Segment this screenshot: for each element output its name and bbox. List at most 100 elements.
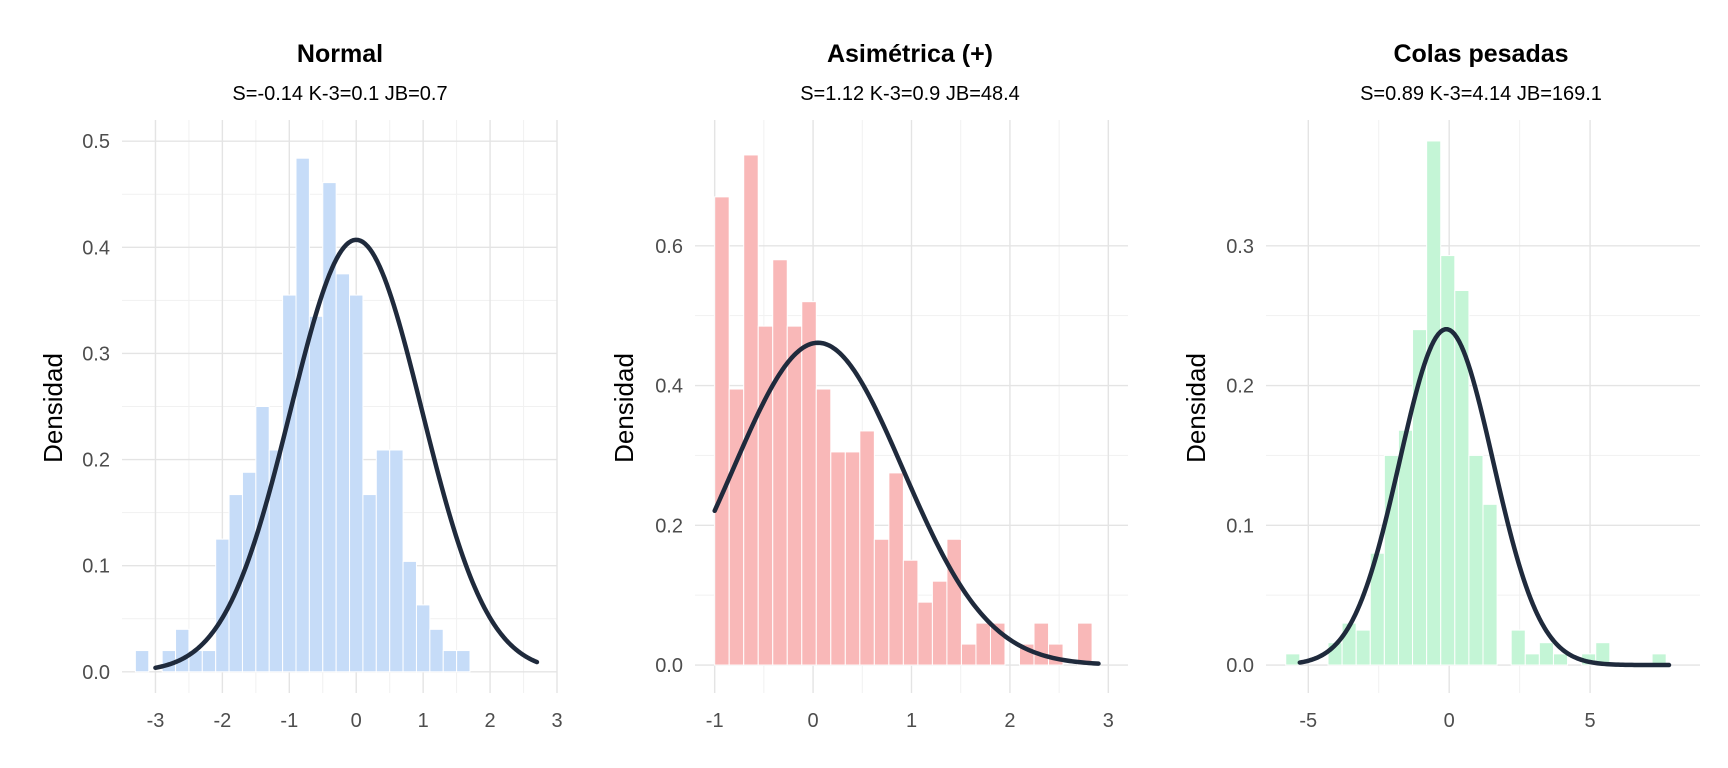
histogram-bar <box>1524 653 1540 666</box>
histogram-bar <box>282 294 297 673</box>
histogram-bar <box>859 430 875 666</box>
histogram-bar <box>772 259 788 666</box>
histogram-bar <box>1552 653 1569 666</box>
y-tick-label: 0.1 <box>1226 515 1254 537</box>
tick-labels: -3 -2 -1 0 1 2 3 0.0 0.1 0.2 0.3 0.4 0.5 <box>82 131 562 732</box>
histogram-bar <box>1077 622 1093 666</box>
normal-density-curve <box>153 237 540 671</box>
y-tick-label: 0.3 <box>1226 236 1254 258</box>
plot-area: -3 -2 -1 0 1 2 3 0.0 0.1 0.2 0.3 0.4 0.5 <box>82 120 563 732</box>
y-tick-label: 0.0 <box>1226 655 1254 677</box>
panel-subtitle: S=0.89 K-3=4.14 JB=169.1 <box>1360 83 1602 105</box>
x-tick-label: 0 <box>808 710 819 732</box>
histogram-bar <box>335 273 351 673</box>
y-tick-label: 0.6 <box>655 236 683 258</box>
histogram-bar <box>1426 140 1442 666</box>
x-tick-label: 0 <box>351 710 362 732</box>
histogram-bar <box>1048 643 1064 666</box>
x-tick-label: 2 <box>485 710 496 732</box>
panel-colas-pesadas: Colas pesadas S=0.89 K-3=4.14 JB=169.1 D… <box>1181 40 1700 732</box>
y-tick-label: 0.2 <box>82 450 110 472</box>
plot-area: -1 0 1 2 3 0.0 0.2 0.4 0.6 <box>655 120 1128 732</box>
y-axis-label: Densidad <box>1181 353 1211 463</box>
x-tick-label: 3 <box>1103 710 1114 732</box>
histogram-bar <box>362 494 377 673</box>
plot-area: -5 0 5 0.0 0.1 0.2 0.3 <box>1226 120 1700 732</box>
x-tick-label: 2 <box>1004 710 1015 732</box>
y-axis-label: Densidad <box>609 353 639 463</box>
panel-normal: Normal S=-0.14 K-3=0.1 JB=0.7 Densidad -… <box>38 40 563 732</box>
histogram-bar <box>757 325 774 666</box>
y-tick-label: 0.5 <box>82 131 110 153</box>
panel-title: Colas pesadas <box>1393 40 1568 68</box>
histogram-bar <box>1440 255 1456 666</box>
y-tick-label: 0.0 <box>655 655 683 677</box>
panel-title: Normal <box>297 40 383 68</box>
y-axis-label: Densidad <box>38 353 68 463</box>
x-tick-label: -1 <box>706 710 724 732</box>
histogram-bar <box>175 628 190 673</box>
histogram-bar <box>429 628 444 673</box>
histogram-bar <box>402 560 417 673</box>
x-tick-label: 3 <box>551 710 562 732</box>
histogram-bar <box>1355 629 1371 666</box>
histogram-bar <box>349 294 364 673</box>
histogram-bar <box>946 538 962 666</box>
x-tick-label: -3 <box>147 710 165 732</box>
x-tick-label: 5 <box>1585 710 1596 732</box>
histogram-bar <box>888 472 904 666</box>
histogram-bar <box>456 650 471 673</box>
histogram-bar <box>201 650 217 673</box>
histogram-bar <box>931 580 948 666</box>
histogram-bar <box>375 449 391 673</box>
histogram-bar <box>308 315 324 673</box>
x-tick-label: -2 <box>213 710 231 732</box>
x-tick-label: 1 <box>418 710 429 732</box>
histogram-bar <box>322 182 337 673</box>
histogram-bars <box>134 157 471 673</box>
panel-subtitle: S=1.12 K-3=0.9 JB=48.4 <box>800 83 1020 105</box>
tick-labels: -1 0 1 2 3 0.0 0.2 0.4 0.6 <box>655 236 1114 732</box>
histogram-bar <box>255 406 270 673</box>
histogram-bar <box>415 604 431 673</box>
panel-subtitle: S=-0.14 K-3=0.1 JB=0.7 <box>232 83 447 105</box>
histogram-bar <box>728 388 745 666</box>
y-tick-label: 0.2 <box>655 515 683 537</box>
y-tick-label: 0.2 <box>1226 376 1254 398</box>
histogram-bar <box>1468 454 1484 666</box>
histogram-bar <box>295 157 310 673</box>
histogram-bar <box>960 643 977 666</box>
histogram-bar <box>389 449 404 673</box>
histogram-bar <box>714 196 730 666</box>
histogram-bar <box>1285 653 1301 666</box>
y-tick-label: 0.4 <box>655 376 683 398</box>
x-tick-label: -1 <box>280 710 298 732</box>
histogram-bar <box>815 388 832 666</box>
y-tick-label: 0.4 <box>82 237 110 259</box>
y-tick-label: 0.0 <box>82 662 110 684</box>
x-tick-label: 1 <box>906 710 917 732</box>
histogram-bar <box>1538 642 1554 666</box>
histogram-bar <box>1482 503 1498 666</box>
x-tick-label: 0 <box>1444 710 1455 732</box>
histogram-bar <box>830 451 846 666</box>
normal-density-curve <box>1297 327 1672 668</box>
y-tick-label: 0.3 <box>82 343 110 365</box>
histogram-bar <box>1510 629 1526 666</box>
histogram-bar <box>1033 622 1050 666</box>
histogram-bar <box>873 538 890 666</box>
x-tick-label: -5 <box>1299 710 1317 732</box>
y-tick-label: 0.1 <box>82 556 110 578</box>
panel-asimetrica: Asimétrica (+) S=1.12 K-3=0.9 JB=48.4 De… <box>609 40 1128 732</box>
histogram-bar <box>917 601 933 666</box>
histogram-bar <box>975 622 991 666</box>
histogram-bars <box>714 154 1093 666</box>
histogram-bar <box>134 650 150 673</box>
histogram-bar <box>902 559 919 666</box>
tick-labels: -5 0 5 0.0 0.1 0.2 0.3 <box>1226 236 1595 732</box>
normal-density-curve <box>712 340 1101 666</box>
histogram-bar <box>442 650 458 673</box>
panel-title: Asimétrica (+) <box>827 40 993 68</box>
histogram-bar <box>844 451 861 666</box>
